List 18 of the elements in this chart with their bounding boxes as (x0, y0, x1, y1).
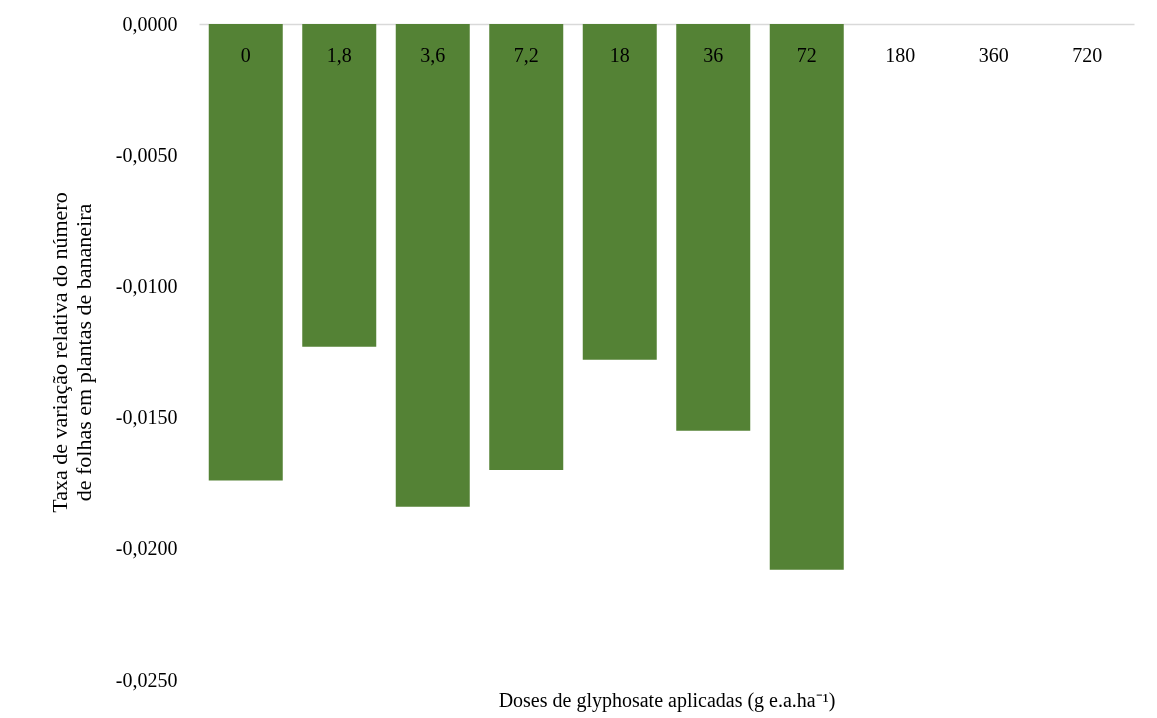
y-tick-label: -0,0200 (115, 537, 178, 560)
x-tick-label: 36 (703, 44, 724, 66)
x-tick-label: 3,6 (420, 44, 446, 66)
x-tick-label: 18 (609, 44, 630, 66)
y-tick-label: -0,0050 (115, 143, 178, 166)
y-axis-title: Taxa de variação relativa do número de folhas em plantas de bananeira (46, 192, 96, 513)
y-tick-label: -0,0150 (115, 406, 178, 429)
x-tick-label: 180 (885, 44, 916, 66)
x-tick-label: 7,2 (513, 44, 539, 66)
x-tick-label: 1,8 (326, 44, 352, 66)
x-tick-label: 72 (796, 44, 817, 66)
y-tick-label: -0,0250 (115, 668, 178, 691)
y-tick-label: -0,0100 (115, 274, 178, 297)
x-axis-title: Doses de glyphosate aplicadas (g e.a.ha⁻¹) (498, 688, 836, 712)
x-tick-label: 0 (240, 44, 251, 66)
x-tick-label: 360 (978, 44, 1009, 66)
y-tick-label: 0,0000 (122, 12, 178, 35)
x-tick-label: 720 (1072, 44, 1103, 66)
